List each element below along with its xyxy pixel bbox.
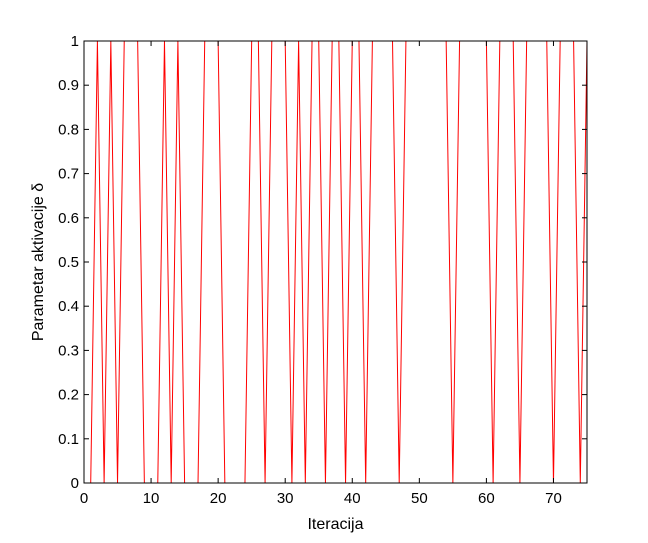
y-axis-label: Parametar aktivacije δ <box>30 183 47 341</box>
x-tick-label: 20 <box>210 490 227 507</box>
x-tick-label: 0 <box>80 490 88 507</box>
x-tick-label: 10 <box>143 490 160 507</box>
y-tick-label: 0.3 <box>58 342 79 359</box>
y-tick-label: 0.9 <box>58 77 79 94</box>
x-tick-label: 30 <box>277 490 294 507</box>
y-tick-label: 0 <box>71 475 79 492</box>
y-axis-ticks: 0 0.1 0.2 0.3 0.4 0.5 0.6 0.7 0.8 0.9 1 <box>58 33 587 492</box>
y-tick-label: 0.2 <box>58 387 79 404</box>
y-tick-label: 0.1 <box>58 431 79 448</box>
x-tick-label: 40 <box>344 490 361 507</box>
x-axis-label: Iteracija <box>307 516 363 533</box>
x-tick-label: 60 <box>478 490 495 507</box>
x-axis-ticks: 0 10 20 30 40 50 60 70 <box>80 41 562 507</box>
x-tick-label: 50 <box>411 490 428 507</box>
y-tick-label: 0.6 <box>58 210 79 227</box>
y-tick-label: 1 <box>71 33 79 50</box>
y-tick-label: 0.5 <box>58 254 79 271</box>
x-tick-label: 70 <box>545 490 562 507</box>
y-tick-label: 0.7 <box>58 166 79 183</box>
y-tick-label: 0.4 <box>58 298 79 315</box>
y-tick-label: 0.8 <box>58 121 79 138</box>
